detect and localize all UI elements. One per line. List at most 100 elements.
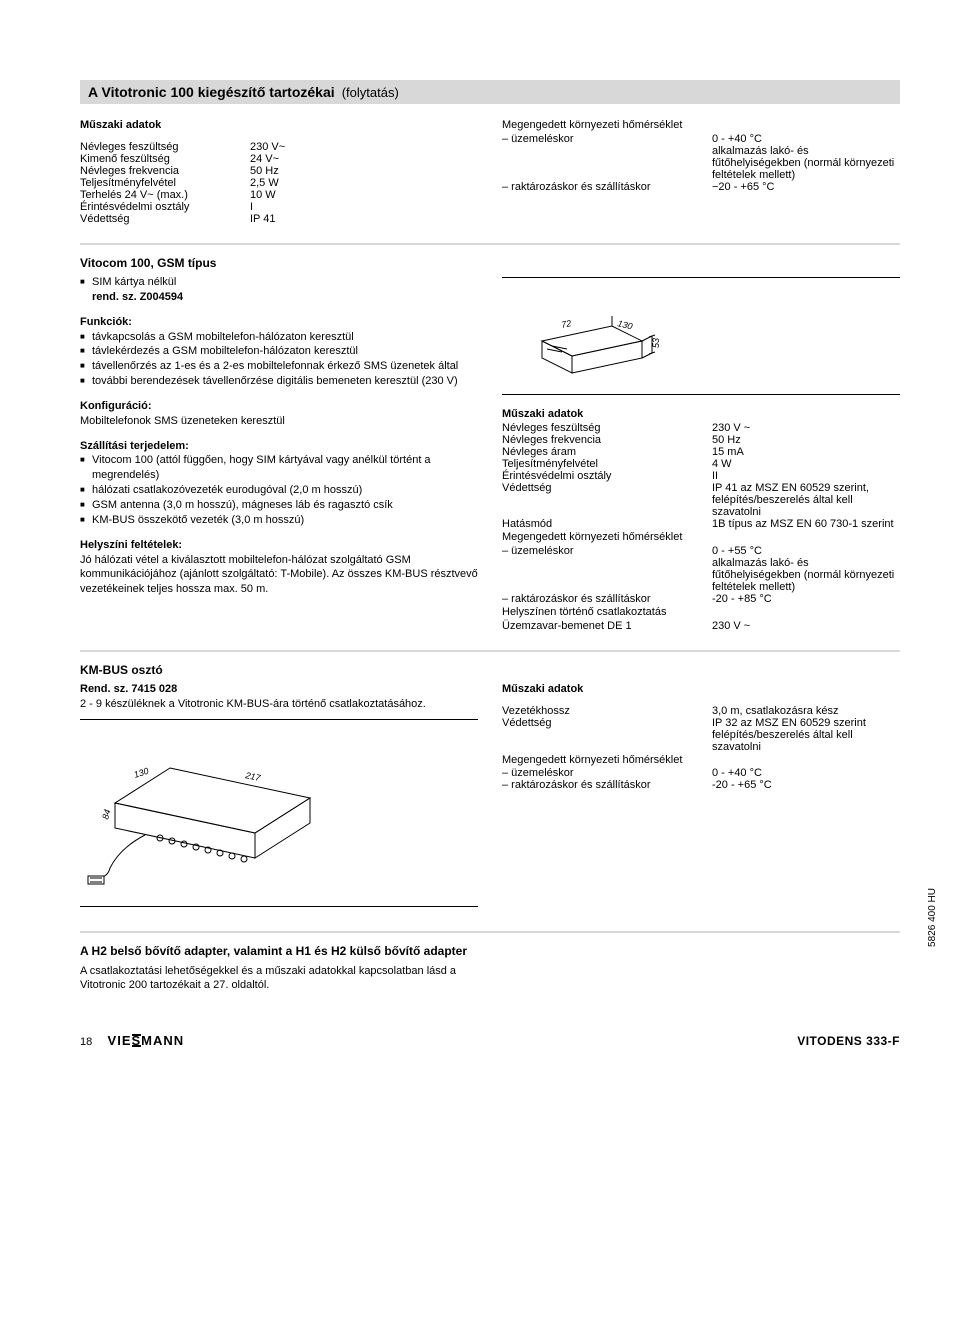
- product-name: VITODENS 333-F: [797, 1034, 900, 1048]
- tech-title: Műszaki adatok: [80, 118, 478, 133]
- km-env-st-v: -20 - +65 °C: [712, 779, 900, 791]
- km-env-st-l: – raktározáskor és szállításkor: [502, 779, 712, 791]
- rend-num: rend. sz. Z004594: [92, 291, 183, 303]
- spec-label: Kimenő feszültség: [80, 153, 250, 165]
- spec-label: Teljesítményfelvétel: [502, 458, 712, 470]
- spec-value: 1B típus az MSZ EN 60 730-1 szerint: [712, 518, 900, 530]
- vc-de1-l: Üzemzavar-bemenet DE 1: [502, 620, 712, 632]
- spec-value: 10 W: [250, 189, 276, 201]
- spec-label: Védettség: [502, 482, 712, 518]
- km-prot-v: IP 32 az MSZ EN 60529 szerint felépítés/…: [712, 717, 900, 753]
- km-cable-l: Vezetékhossz: [502, 705, 712, 717]
- spec-label: Névleges frekvencia: [80, 165, 250, 177]
- hely-text: Jó hálózati vétel a kiválasztott mobilte…: [80, 553, 478, 598]
- spec-value: 230 V~: [250, 141, 285, 153]
- vc-env-st-l: – raktározáskor és szállításkor: [502, 593, 712, 605]
- spec-label: Érintésvédelmi osztály: [80, 201, 250, 213]
- km-env-title: Megengedett környezeti hőmérséklet: [502, 753, 900, 768]
- divider: [80, 650, 900, 652]
- vitocom-title: Vitocom 100, GSM típus: [80, 255, 900, 271]
- spec-row: Névleges feszültség230 V ~: [502, 422, 900, 434]
- kmbus-title: KM-BUS osztó: [80, 662, 900, 678]
- spec-row: Érintésvédelmi osztályII: [502, 470, 900, 482]
- km-prot-l: Védettség: [502, 717, 712, 753]
- kmbus-diagram: 130 217 84: [80, 728, 478, 898]
- svg-text:84: 84: [100, 809, 112, 821]
- list-item: távkapcsolás a GSM mobiltelefon-hálózato…: [80, 330, 478, 345]
- svg-text:72: 72: [560, 318, 572, 330]
- spec-value: 15 mA: [712, 446, 900, 458]
- spec-label: Teljesítményfelvétel: [80, 177, 250, 189]
- list-item: KM-BUS összekötő vezeték (3,0 m hosszú): [80, 513, 478, 528]
- spec-value: 24 V~: [250, 153, 279, 165]
- header-title: A Vitotronic 100 kiegészítő tartozékai: [88, 84, 335, 100]
- spec-label: Terhelés 24 V~ (max.): [80, 189, 250, 201]
- spec-label: Névleges feszültség: [80, 141, 250, 153]
- spec-value: 230 V ~: [712, 422, 900, 434]
- spec-row: Hatásmód1B típus az MSZ EN 60 730-1 szer…: [502, 518, 900, 530]
- spec-row: Teljesítményfelvétel4 W: [502, 458, 900, 470]
- h2-title: A H2 belső bővítő adapter, valamint a H1…: [80, 943, 900, 959]
- env-storage-label: – raktározáskor és szállításkor: [502, 181, 712, 193]
- spec-row: Teljesítményfelvétel2,5 W: [80, 177, 478, 189]
- km-cable-v: 3,0 m, csatlakozásra kész: [712, 705, 900, 717]
- km-env-op-v: 0 - +40 °C: [712, 767, 900, 779]
- spec-value: I: [250, 201, 253, 213]
- vitocom-env-title: Megengedett környezeti hőmérséklet: [502, 530, 900, 545]
- svg-text:217: 217: [244, 770, 263, 783]
- brand-logo: VIESMANN: [108, 1033, 185, 1048]
- spec-value: IP 41 az MSZ EN 60529 szerint, felépítés…: [712, 482, 900, 518]
- hely-title: Helyszíni feltételek:: [80, 538, 478, 553]
- kmbus-rend: Rend. sz. 7415 028: [80, 682, 478, 697]
- header-subtitle: (folytatás): [342, 85, 399, 100]
- kmbus-desc: 2 - 9 készüléknek a Vitotronic KM-BUS-ár…: [80, 697, 478, 712]
- vc-env-op-v: 0 - +55 °C: [712, 545, 762, 557]
- spec-label: Névleges áram: [502, 446, 712, 458]
- env-storage-val: −20 - +65 °C: [712, 181, 900, 193]
- section-technical-top: Műszaki adatok Névleges feszültség230 V~…: [80, 118, 900, 225]
- spec-value: 2,5 W: [250, 177, 279, 189]
- spec-label: Névleges feszültség: [502, 422, 712, 434]
- page-footer: 18 VIESMANN VITODENS 333-F: [80, 1033, 900, 1048]
- spec-value: 50 Hz: [712, 434, 900, 446]
- vc-env-op-desc: alkalmazás lakó- és fűtőhelyiségekben (n…: [712, 557, 894, 593]
- env-op-label: – üzemeléskor: [502, 133, 712, 181]
- konf-title: Konfiguráció:: [80, 399, 478, 414]
- spec-value: 50 Hz: [250, 165, 279, 177]
- list-item: Vitocom 100 (attól függően, hogy SIM kár…: [80, 453, 478, 483]
- vc-onsite: Helyszínen történő csatlakoztatás: [502, 605, 900, 620]
- spec-row: Kimenő feszültség24 V~: [80, 153, 478, 165]
- svg-text:53: 53: [651, 338, 661, 348]
- spec-label: Hatásmód: [502, 518, 712, 530]
- doc-code: 5826 400 HU: [927, 888, 938, 947]
- spec-row: VédettségIP 41 az MSZ EN 60529 szerint, …: [502, 482, 900, 518]
- vitocom-tech-title: Műszaki adatok: [502, 407, 900, 422]
- env-op-val: 0 - +40 °C: [712, 133, 762, 145]
- list-item: hálózati csatlakozóvezeték eurodugóval (…: [80, 483, 478, 498]
- svg-text:130: 130: [133, 766, 150, 780]
- vc-de1-v: 230 V ~: [712, 620, 900, 632]
- konf-text: Mobiltelefonok SMS üzeneteken keresztül: [80, 414, 478, 429]
- page-number: 18: [80, 1036, 92, 1048]
- h2-text: A csatlakoztatási lehetőségekkel és a mű…: [80, 964, 478, 994]
- list-item: távellenőrzés az 1-es és a 2-es mobiltel…: [80, 359, 478, 374]
- spec-value: 4 W: [712, 458, 900, 470]
- spec-row: Névleges frekvencia50 Hz: [80, 165, 478, 177]
- km-env-op-l: – üzemeléskor: [502, 767, 712, 779]
- spec-row: Névleges frekvencia50 Hz: [502, 434, 900, 446]
- spec-value: II: [712, 470, 900, 482]
- funk-title: Funkciók:: [80, 315, 478, 330]
- spec-label: Érintésvédelmi osztály: [502, 470, 712, 482]
- divider: [80, 931, 900, 933]
- spec-row: Névleges áram15 mA: [502, 446, 900, 458]
- szall-title: Szállítási terjedelem:: [80, 439, 478, 454]
- sim-line: SIM kártya nélkül rend. sz. Z004594: [80, 275, 478, 305]
- list-item: GSM antenna (3,0 m hosszú), mágneses láb…: [80, 498, 478, 513]
- kmbus-tech-title: Műszaki adatok: [502, 682, 900, 697]
- spec-row: Érintésvédelmi osztályI: [80, 201, 478, 213]
- list-item: további berendezések távellenőrzése digi…: [80, 374, 478, 389]
- divider: [80, 243, 900, 245]
- spec-row: Névleges feszültség230 V~: [80, 141, 478, 153]
- spec-label: Védettség: [80, 213, 250, 225]
- spec-value: IP 41: [250, 213, 276, 225]
